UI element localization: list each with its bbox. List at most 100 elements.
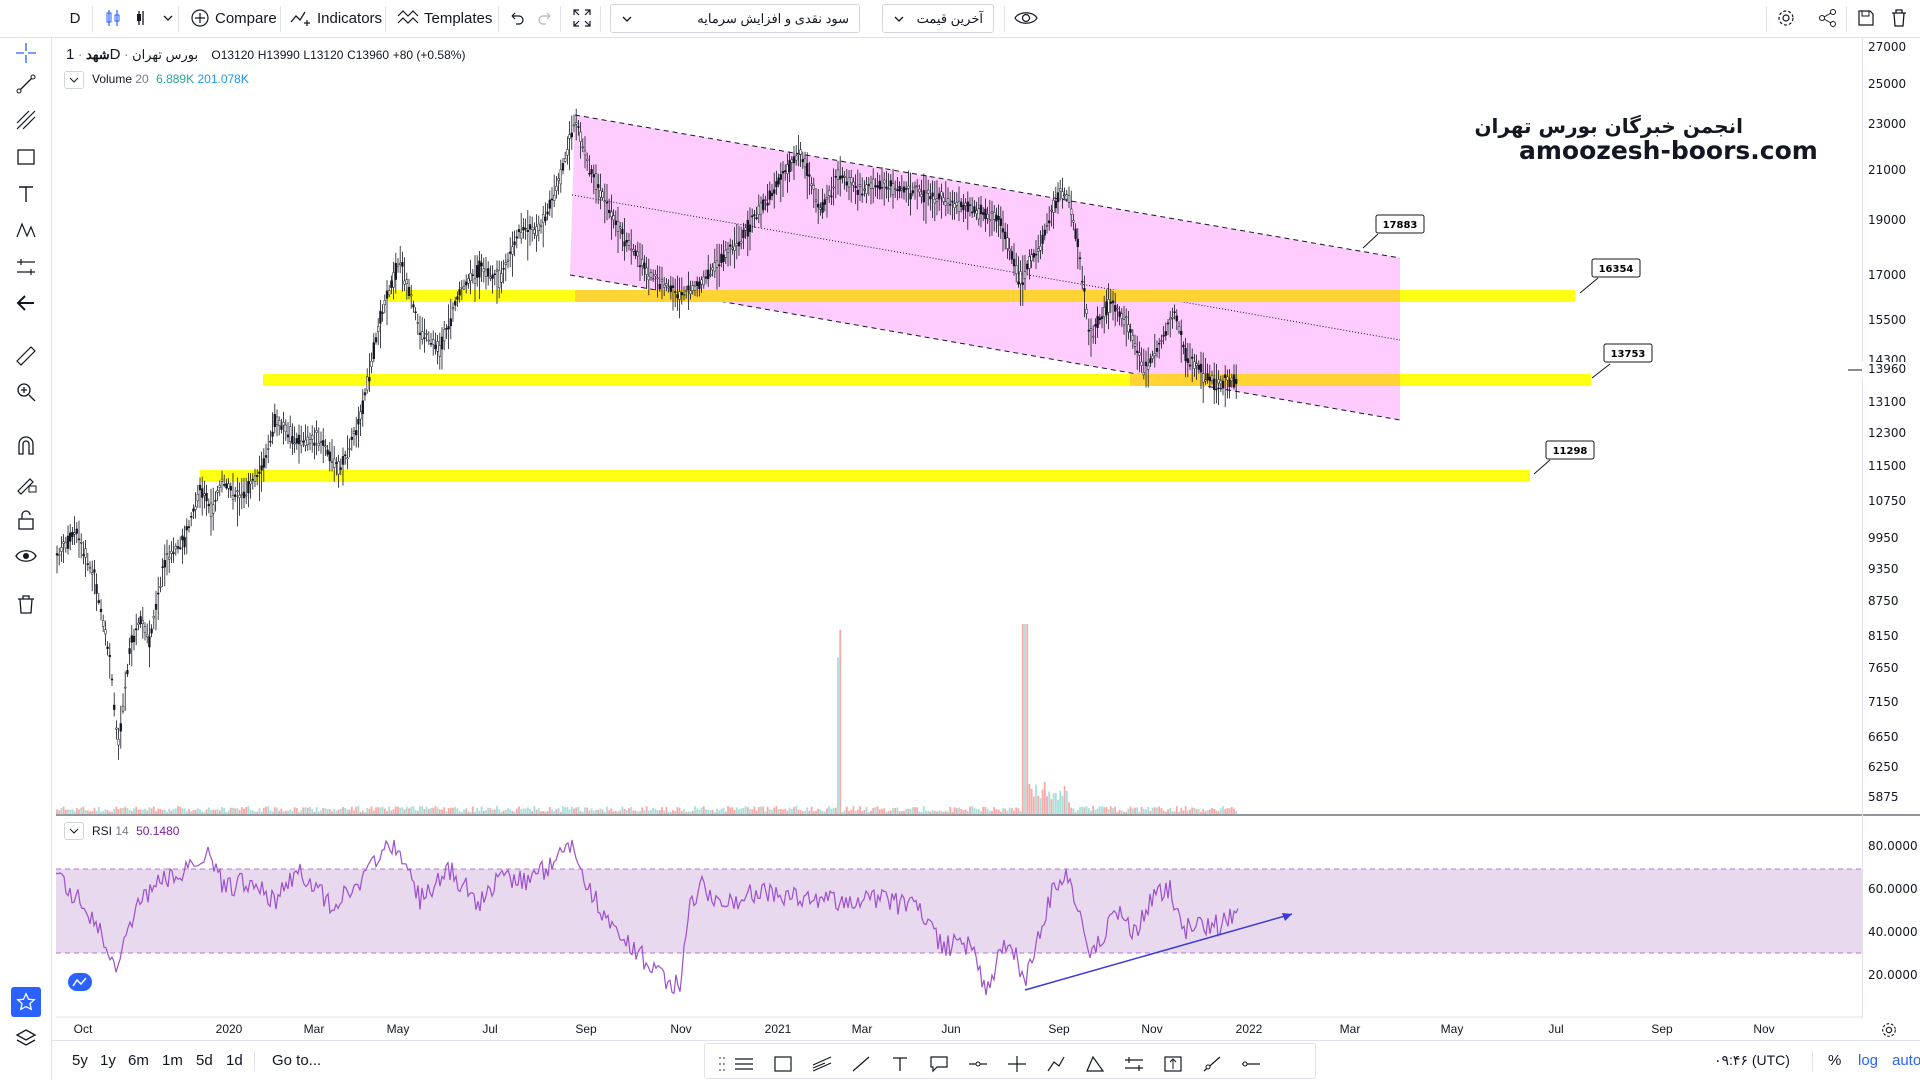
- eye-icon[interactable]: [11, 541, 41, 571]
- chevron-down-icon[interactable]: [158, 4, 178, 32]
- favorites-star-icon[interactable]: [11, 987, 41, 1017]
- candle-body: [113, 704, 116, 710]
- volume-bar: [570, 806, 573, 814]
- zoom-icon[interactable]: [11, 377, 41, 407]
- date-range-icon[interactable]: [1119, 1050, 1149, 1078]
- fullscreen-icon[interactable]: [568, 4, 596, 32]
- clock-time[interactable]: ۰۹:۴۶ (UTC): [1714, 1052, 1790, 1068]
- volume-bar: [579, 810, 582, 814]
- range-1m[interactable]: 1m: [162, 1052, 183, 1069]
- auto-scale-toggle[interactable]: auto: [1892, 1052, 1920, 1069]
- rectangle-icon[interactable]: [11, 142, 41, 172]
- callout-tool-icon[interactable]: [924, 1050, 954, 1078]
- volume-label[interactable]: Volume: [92, 72, 133, 86]
- candle-body: [1228, 379, 1231, 387]
- drag-handle-icon[interactable]: [707, 1050, 737, 1078]
- goto-button[interactable]: Go to...: [272, 1052, 322, 1069]
- layers-icon[interactable]: [11, 1024, 41, 1054]
- fib-channel-icon[interactable]: [807, 1050, 837, 1078]
- percent-scale-toggle[interactable]: %: [1828, 1052, 1842, 1069]
- eye-icon[interactable]: [1010, 4, 1042, 32]
- save-layout-icon[interactable]: [1852, 4, 1880, 32]
- range-5y[interactable]: 5y: [72, 1052, 88, 1069]
- crosshair-icon[interactable]: [11, 38, 41, 68]
- candle-body: [850, 177, 853, 184]
- volume-bar: [80, 807, 83, 814]
- horizontal-lines-icon[interactable]: [729, 1050, 759, 1078]
- undo-icon[interactable]: [504, 4, 530, 32]
- candle-body: [295, 438, 298, 444]
- ray-tool-icon[interactable]: [1197, 1050, 1227, 1078]
- axis-settings-gear-icon[interactable]: [1880, 1021, 1898, 1044]
- horizontal-ray-icon[interactable]: [963, 1050, 993, 1078]
- back-arrow-icon[interactable]: [11, 288, 41, 318]
- range-1d[interactable]: 1d: [226, 1052, 243, 1069]
- settings-gear-icon[interactable]: [1772, 4, 1800, 32]
- ruler-icon[interactable]: [11, 341, 41, 371]
- trend-line-icon[interactable]: [11, 69, 41, 99]
- candle-body: [1063, 194, 1066, 196]
- candle-body: [1197, 364, 1200, 370]
- volume-bar: [810, 806, 813, 814]
- tradingview-logo-icon[interactable]: [68, 973, 92, 991]
- volume-bar: [834, 807, 837, 814]
- line-tool-icon[interactable]: [846, 1050, 876, 1078]
- range-6m[interactable]: 6m: [128, 1052, 149, 1069]
- legend-symbol[interactable]: شهد: [85, 47, 110, 62]
- redo-icon[interactable]: [532, 4, 558, 32]
- text-tool-icon[interactable]: [11, 179, 41, 209]
- share-icon[interactable]: [1814, 4, 1842, 32]
- collapse-rsi-button[interactable]: [64, 822, 84, 840]
- bar-type-icon[interactable]: [130, 4, 156, 32]
- rectangle-tool-icon[interactable]: [768, 1050, 798, 1078]
- templates-button[interactable]: Templates: [393, 4, 496, 32]
- lock-drawing-icon[interactable]: [11, 468, 41, 498]
- cross-line-icon[interactable]: [1002, 1050, 1032, 1078]
- price-type-dropdown[interactable]: آخرین قیمت: [882, 4, 994, 33]
- volume-bar: [931, 810, 934, 814]
- range-5d[interactable]: 5d: [196, 1052, 213, 1069]
- collapse-legend-button[interactable]: [64, 71, 84, 89]
- pattern-icon[interactable]: [11, 215, 41, 245]
- candle-body: [1155, 348, 1159, 352]
- volume-bar: [339, 808, 342, 814]
- interval-button[interactable]: D: [64, 4, 86, 32]
- candle-body: [440, 336, 444, 350]
- candle-body: [792, 156, 796, 164]
- indicators-button[interactable]: Indicators: [286, 4, 386, 32]
- triangle-tool-icon[interactable]: [1080, 1050, 1110, 1078]
- rsi-label[interactable]: RSI: [92, 824, 113, 838]
- time-tick: Jul: [482, 1022, 498, 1036]
- unlock-icon[interactable]: [11, 505, 41, 535]
- legend-interval[interactable]: 1D: [66, 46, 121, 63]
- volume-bar: [1109, 806, 1112, 814]
- volume-bar: [302, 807, 305, 814]
- candle-body: [676, 294, 679, 299]
- candle-body: [1136, 350, 1139, 353]
- compare-button[interactable]: Compare: [186, 4, 281, 32]
- candle-body: [575, 122, 578, 125]
- path-tool-icon[interactable]: [1041, 1050, 1071, 1078]
- candle-body: [223, 484, 226, 486]
- candle-body: [1140, 361, 1143, 366]
- trash-icon[interactable]: [1886, 4, 1912, 32]
- candle-body: [768, 190, 771, 200]
- log-scale-toggle[interactable]: log: [1858, 1052, 1879, 1069]
- range-1y[interactable]: 1y: [100, 1052, 116, 1069]
- candle-body: [1081, 280, 1084, 283]
- pitchfork-icon[interactable]: [11, 105, 41, 135]
- text-tool-icon[interactable]: [885, 1050, 915, 1078]
- candle-body: [410, 294, 413, 297]
- volume-bar: [1087, 808, 1090, 814]
- horizontal-line-icon[interactable]: [1236, 1050, 1266, 1078]
- dividends-dropdown[interactable]: سود نقدی و افزایش سرمایه: [610, 4, 860, 33]
- price-axis[interactable]: [1862, 38, 1920, 1018]
- price-range-icon[interactable]: [1158, 1050, 1188, 1078]
- candle-body: [942, 197, 945, 202]
- magnet-icon[interactable]: [11, 431, 41, 461]
- delete-drawings-icon[interactable]: [11, 589, 41, 619]
- candles-icon[interactable]: [100, 4, 126, 32]
- prediction-icon[interactable]: [11, 252, 41, 282]
- candle-body: [121, 705, 125, 712]
